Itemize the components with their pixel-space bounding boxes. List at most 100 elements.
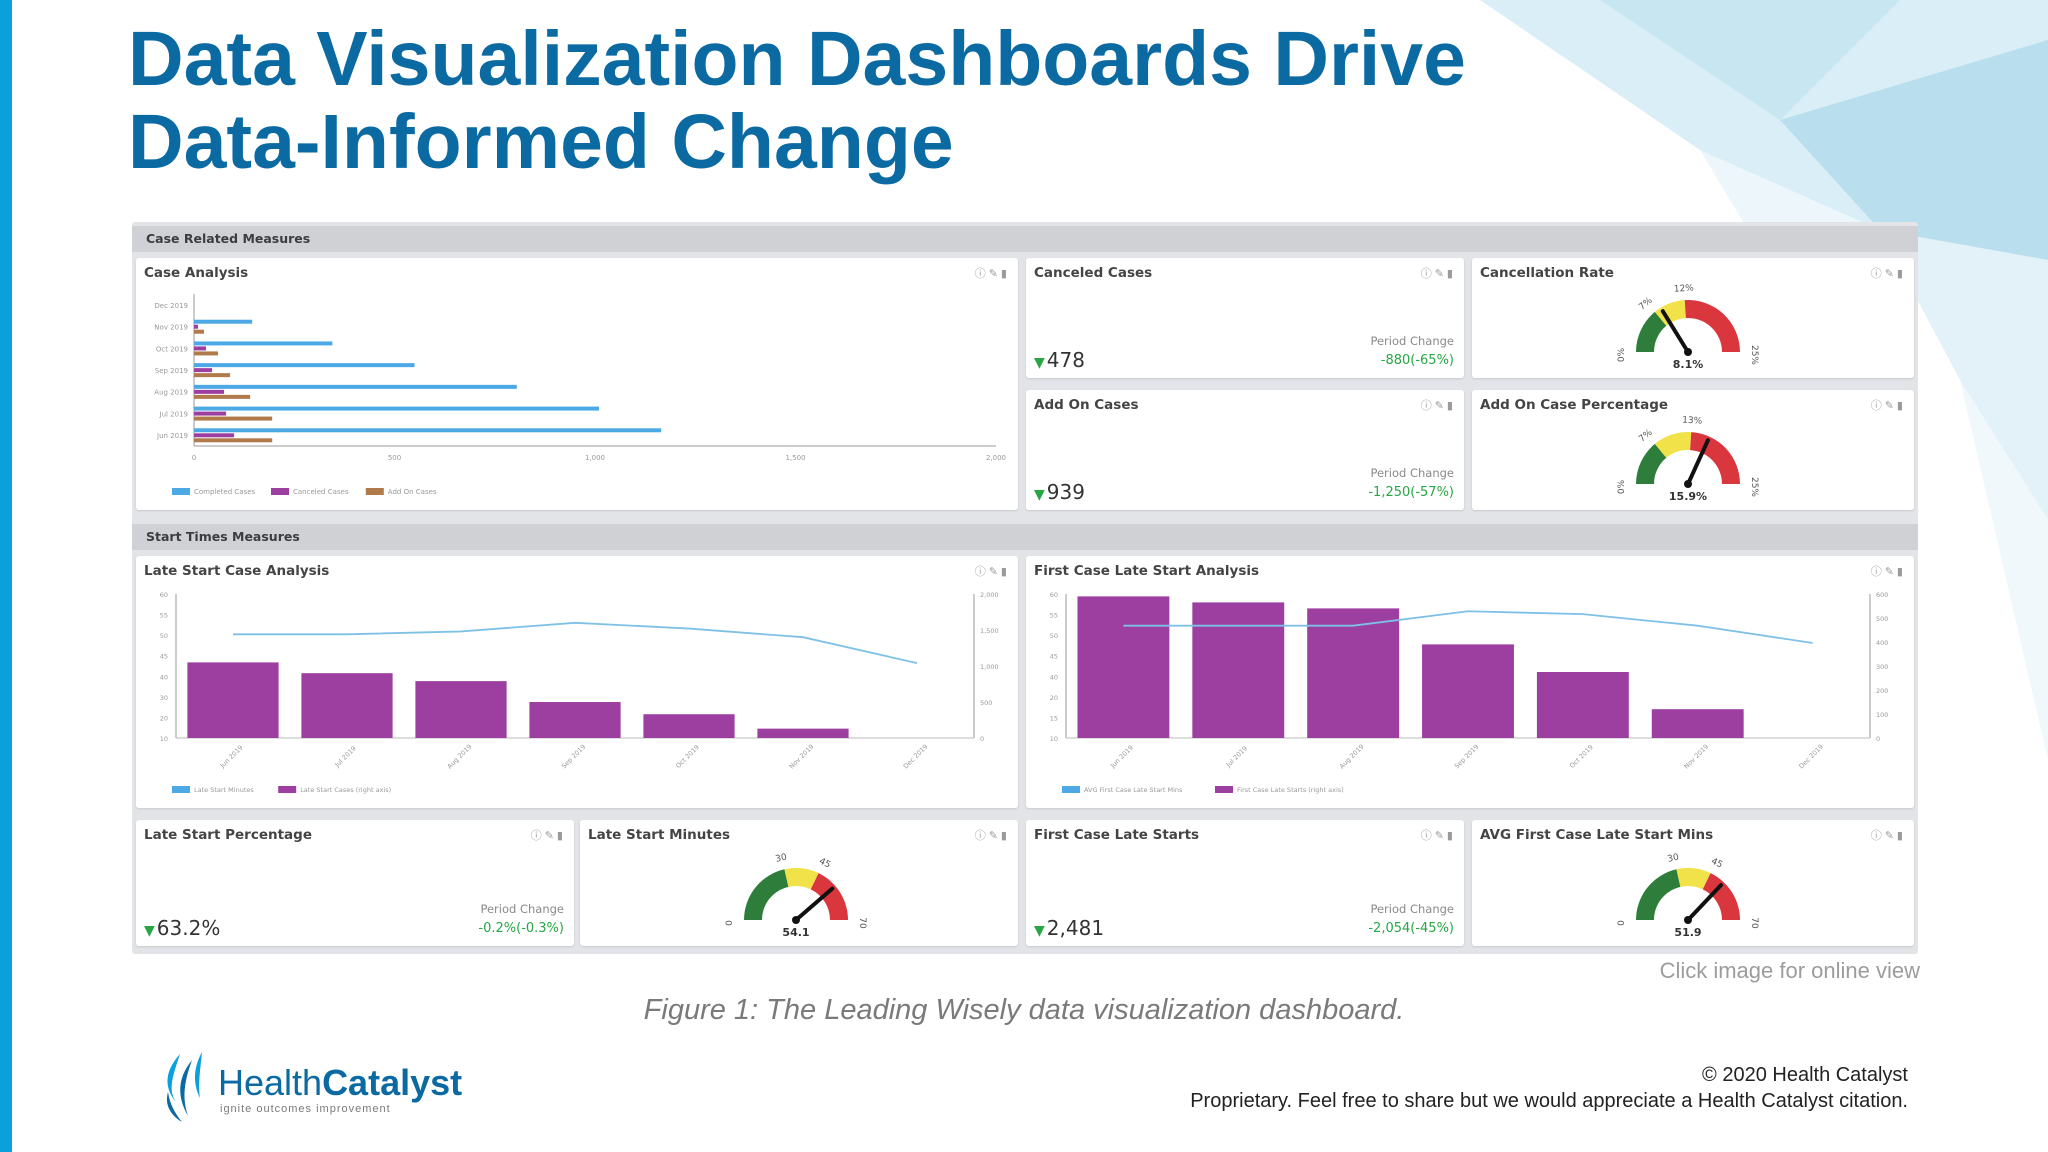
gauge-tick-label: 25% [1749, 345, 1759, 365]
panel-add-on-cases[interactable]: Add On Cases ⓘ✎▮ Period Change -1,250(-5… [1026, 390, 1464, 510]
gauge-needle [1660, 309, 1690, 354]
panel-actions[interactable]: ⓘ✎▮ [974, 565, 1010, 578]
panel-title: Late Start Case Analysis [144, 563, 330, 579]
x-tick-label: Dec 2019 [1797, 743, 1825, 771]
panel-actions[interactable]: ⓘ✎▮ [1870, 267, 1906, 280]
panel-actions[interactable]: ⓘ✎▮ [1420, 829, 1456, 842]
gauge-band-yellow [1654, 300, 1686, 326]
bar-completed-cases [194, 341, 333, 346]
kpi-number: 63.2% [156, 916, 221, 940]
y-left-tick-label: 50 [1050, 632, 1058, 640]
panel-actions[interactable]: ⓘ✎▮ [1420, 399, 1456, 412]
gauge-tick-label: 0% [1617, 347, 1627, 362]
panel-late-start-case-analysis[interactable]: Late Start Case Analysis ⓘ✎▮ 10 20 30 40 45 5… [136, 556, 1018, 808]
panel-cancellation-rate[interactable]: Cancellation Rate ⓘ✎▮ 0% 7% 12% 25% 8.1% [1472, 258, 1914, 378]
x-tick-label: Dec 2019 [902, 743, 930, 771]
legend-label: AVG First Case Late Start Mins [1084, 786, 1183, 794]
click-image-note[interactable]: Click image for online view [1659, 958, 1920, 983]
x-tick-label: Jun 2019 [218, 744, 245, 771]
legend-label: Completed Cases [194, 488, 256, 496]
slide-title-line-1: Data Visualization Dashboards Drive [128, 16, 1466, 102]
bar-aug-2019 [1307, 608, 1400, 738]
y-tick-label: Oct 2019 [156, 345, 188, 353]
kpi-number: 939 [1046, 480, 1085, 504]
bar-nov-2019 [757, 728, 849, 738]
panel-first-case-late-start-analysis[interactable]: First Case Late Start Analysis ⓘ✎▮ 10 15 2… [1026, 556, 1914, 808]
kpi-value: ▼ 2,481 [1034, 916, 1104, 940]
panel-actions[interactable]: ⓘ✎▮ [974, 267, 1010, 280]
x-tick-label: Oct 2019 [674, 743, 701, 770]
panel-late-start-minutes[interactable]: Late Start Minutes ⓘ✎▮ 0 30 45 70 54.1 [580, 820, 1018, 946]
y-tick-label: Jun 2019 [156, 432, 188, 440]
gauge-hub [1684, 916, 1692, 924]
panel-actions[interactable]: ⓘ✎▮ [1870, 829, 1906, 842]
y-left-tick-label: 55 [1050, 612, 1058, 620]
gauge-band-yellow [784, 868, 819, 890]
y-left-tick-label: 45 [160, 653, 168, 661]
y-right-tick-label: 1,000 [980, 663, 999, 671]
series-line [233, 621, 918, 664]
panel-actions[interactable]: ⓘ✎▮ [1870, 565, 1906, 578]
y-tick-label: Nov 2019 [154, 324, 188, 332]
section-header-start-times: Start Times Measures [132, 524, 1918, 550]
y-left-tick-label: 30 [160, 694, 168, 702]
gauge-needle [1686, 438, 1710, 486]
legend-label: First Case Late Starts (right axis) [1237, 786, 1344, 794]
down-triangle-icon: ▼ [1034, 355, 1045, 371]
gauge-needle [794, 886, 835, 922]
panel-actions[interactable]: ⓘ✎▮ [1870, 399, 1906, 412]
period-change-value: -0.2%(-0.3%) [478, 921, 564, 936]
bar-sep-2019 [529, 702, 621, 738]
health-catalyst-flame-icon [166, 1052, 202, 1122]
bar-nov-2019 [1651, 709, 1744, 738]
panel-avg-first-case-late-start-mins[interactable]: AVG First Case Late Start Mins ⓘ✎▮ 0 30 45… [1472, 820, 1914, 946]
bar-oct-2019 [1536, 672, 1629, 738]
y-left-tick-label: 40 [160, 673, 168, 681]
panel-add-on-case-percentage[interactable]: Add On Case Percentage ⓘ✎▮ 0% 7% 13% 25% 15.… [1472, 390, 1914, 510]
slide-title: Data Visualization Dashboards Drive Data… [128, 18, 1628, 184]
gauge-hub [1684, 480, 1692, 488]
gauge-band-red [1684, 300, 1740, 352]
y-left-tick-label: 20 [1050, 694, 1058, 702]
logo-tagline: ignite outcomes improvement [220, 1103, 391, 1115]
late-start-case-chart: 10 20 30 40 45 50 55 60 0 500 1,000 1,500 2,000 Jun 2… [160, 591, 999, 794]
y-left-tick-label: 50 [160, 632, 168, 640]
bar-canceled-cases [194, 346, 207, 351]
x-tick-label: Nov 2019 [788, 743, 816, 771]
dashboard-screenshot[interactable]: Case Related Measures Case Analysis ⓘ✎▮ … [132, 222, 1918, 954]
bar-completed-cases [194, 428, 662, 433]
bar-jun-2019 [187, 662, 279, 738]
y-right-tick-label: 0 [1876, 735, 1880, 743]
panel-actions[interactable]: ⓘ✎▮ [530, 829, 566, 842]
legend-swatch [278, 786, 297, 793]
logo-text-health: Health [218, 1062, 323, 1103]
y-right-tick-label: 400 [1876, 639, 1888, 647]
panel-actions[interactable]: ⓘ✎▮ [1420, 267, 1456, 280]
kpi-number: 478 [1046, 348, 1085, 372]
x-tick-label: Jun 2019 [1108, 744, 1135, 771]
bar-canceled-cases [194, 389, 225, 394]
panel-canceled-cases[interactable]: Canceled Cases ⓘ✎▮ Period Change -880(-6… [1026, 258, 1464, 378]
x-tick-label: 500 [388, 454, 401, 462]
gauge-tick-label: 30 [1667, 852, 1681, 864]
y-left-tick-label: 10 [160, 735, 168, 743]
gauge-band-green [1636, 869, 1681, 920]
kpi-value: ▼ 939 [1034, 480, 1085, 504]
panel-late-start-percentage[interactable]: Late Start Percentage ⓘ✎▮ Period Change … [136, 820, 574, 946]
y-left-tick-label: 45 [1050, 653, 1058, 661]
avg-first-case-gauge: 0 30 45 70 51.9 [1617, 852, 1759, 939]
y-left-tick-label: 20 [160, 714, 168, 722]
legend-swatch [172, 488, 190, 495]
bar-oct-2019 [643, 714, 735, 738]
x-tick-label: 1,000 [585, 454, 605, 462]
panel-first-case-late-starts[interactable]: First Case Late Starts ⓘ✎▮ Period Change… [1026, 820, 1464, 946]
panel-actions[interactable]: ⓘ✎▮ [974, 829, 1010, 842]
panel-title: Add On Cases [1034, 397, 1139, 413]
period-change-label: Period Change [1370, 902, 1454, 916]
y-right-tick-label: 1,500 [980, 627, 999, 635]
gauge-tick-label: 7% [1637, 295, 1655, 312]
y-tick-label: Aug 2019 [154, 389, 188, 397]
panel-title: Cancellation Rate [1480, 265, 1614, 281]
panel-case-analysis[interactable]: Case Analysis ⓘ✎▮ Dec 2019 Nov 2019 Oct 20… [136, 258, 1018, 510]
